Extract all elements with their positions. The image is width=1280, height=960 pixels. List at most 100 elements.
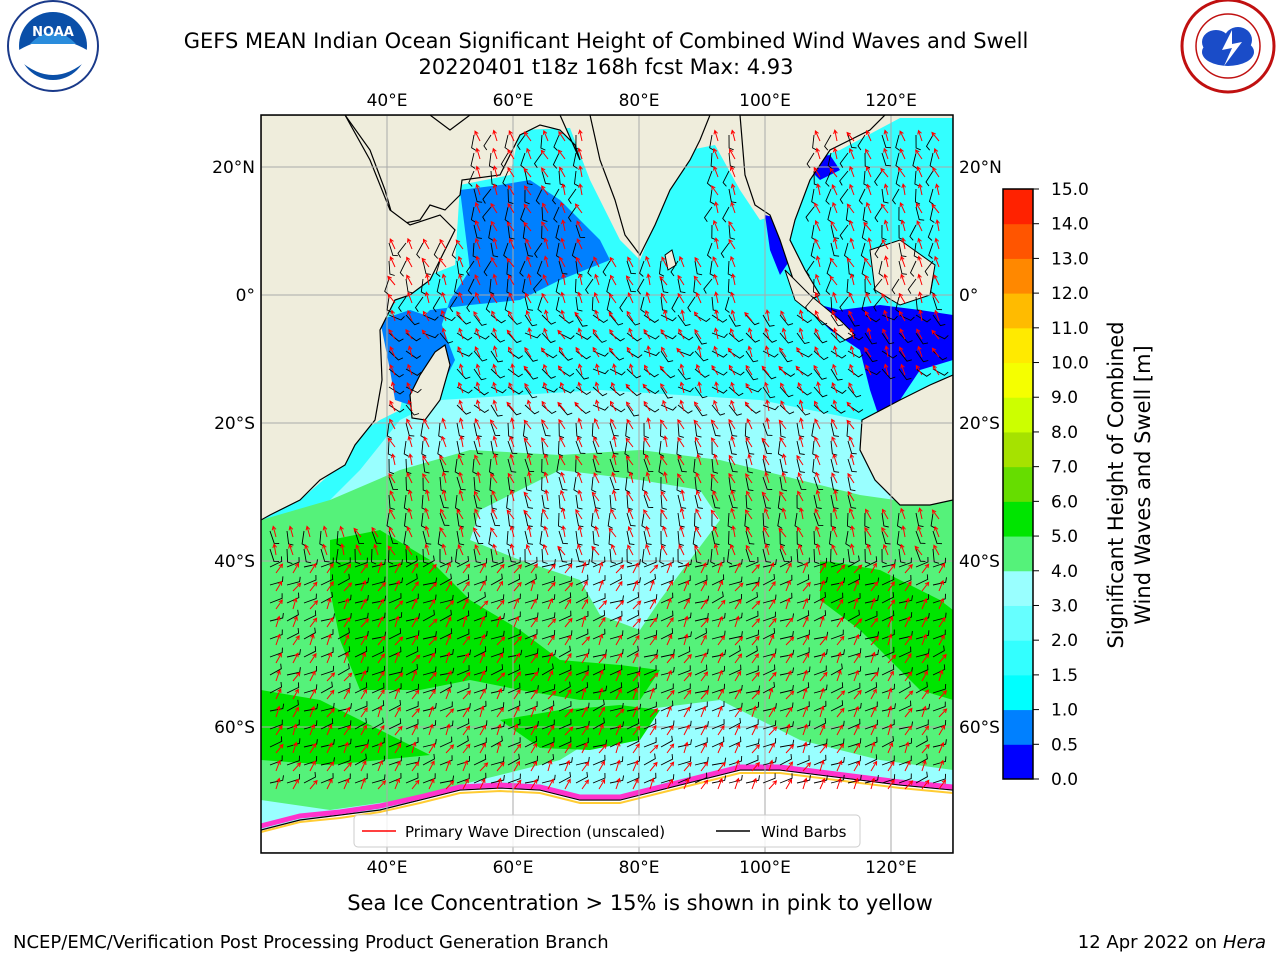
- wave-direction-arrow: [900, 543, 906, 556]
- wave-direction-arrow: [849, 165, 855, 178]
- wave-direction-arrow: [677, 454, 685, 466]
- wave-direction-arrow: [491, 310, 498, 322]
- wind-barb: [388, 350, 404, 361]
- wave-direction-arrow: [870, 636, 879, 646]
- wind-barb: [558, 664, 572, 676]
- wave-direction-arrow: [326, 761, 335, 772]
- wind-barb: [553, 134, 560, 151]
- wave-direction-arrow: [815, 471, 821, 484]
- wave-zone-4-5m-east: [820, 560, 953, 700]
- wind-barb: [555, 296, 561, 313]
- wave-direction-arrow: [577, 417, 583, 430]
- wave-direction-arrow: [598, 579, 604, 592]
- wave-direction-arrow: [661, 256, 668, 268]
- wind-barb: [703, 278, 713, 294]
- wave-direction-arrow: [646, 273, 651, 286]
- wave-direction-arrow: [730, 399, 736, 412]
- wave-direction-arrow: [564, 688, 572, 700]
- wave-direction-arrow: [389, 400, 396, 412]
- wind-barb: [839, 296, 849, 312]
- wave-direction-arrow: [581, 652, 589, 664]
- wave-direction-arrow: [714, 381, 719, 394]
- wave-direction-arrow: [679, 399, 685, 412]
- wave-direction-arrow: [575, 346, 583, 358]
- wave-direction-arrow: [326, 563, 334, 574]
- wind-barb: [745, 577, 760, 586]
- wave-direction-arrow: [309, 705, 315, 718]
- wave-direction-arrow: [831, 436, 838, 448]
- wave-direction-arrow: [581, 687, 587, 700]
- wave-direction-arrow: [914, 545, 923, 556]
- wind-barb: [592, 664, 606, 676]
- wave-direction-arrow: [615, 741, 621, 754]
- wave-direction-arrow: [881, 292, 889, 304]
- wave-direction-arrow: [360, 651, 367, 664]
- wind-barb: [502, 170, 509, 187]
- wind-barb: [676, 440, 682, 457]
- wave-direction-arrow: [360, 777, 366, 790]
- wind-barb: [507, 422, 514, 439]
- wind-barb: [269, 593, 283, 604]
- wind-barb: [558, 332, 575, 340]
- wind-barb: [558, 260, 568, 275]
- wind-barb: [881, 512, 889, 528]
- wind-barb: [558, 645, 571, 658]
- wave-direction-arrow: [853, 633, 860, 646]
- wind-barb: [626, 368, 642, 379]
- wave-direction-arrow: [883, 309, 889, 322]
- wave-direction-arrow: [632, 652, 639, 664]
- wave-direction-arrow: [731, 273, 736, 286]
- wave-direction-arrow: [831, 382, 838, 394]
- wind-barb: [722, 170, 730, 187]
- wind-barb: [541, 422, 551, 437]
- wave-direction-arrow: [745, 544, 753, 556]
- wave-direction-arrow: [479, 670, 486, 682]
- wind-barb: [762, 720, 777, 730]
- wave-direction-arrow: [921, 616, 928, 628]
- wind-barb: [468, 170, 475, 187]
- wind-barb: [269, 647, 283, 658]
- wind-barb: [439, 594, 454, 604]
- wave-direction-arrow: [849, 237, 855, 250]
- wind-barb: [728, 576, 743, 586]
- wind-barb: [524, 530, 534, 545]
- wave-direction-arrow: [560, 201, 566, 214]
- wind-barb: [762, 681, 775, 694]
- wind-barb: [541, 774, 556, 784]
- wind-barb: [813, 775, 828, 784]
- wind-barb: [796, 440, 805, 455]
- wind-barb: [626, 756, 641, 766]
- wind-barb: [641, 548, 647, 565]
- wave-direction-arrow: [921, 653, 930, 664]
- wave-direction-arrow: [768, 562, 775, 574]
- wave-direction-arrow: [547, 618, 557, 628]
- wave-direction-arrow: [887, 741, 894, 754]
- wind-barb: [472, 458, 478, 475]
- wind-barb: [558, 530, 568, 545]
- wind-barb: [371, 559, 386, 568]
- wind-barb: [286, 557, 300, 568]
- wind-barb: [388, 646, 402, 658]
- wave-direction-arrow: [731, 525, 736, 538]
- wind-barb: [626, 682, 640, 694]
- wave-direction-arrow: [523, 419, 532, 430]
- wave-direction-arrow: [428, 742, 436, 754]
- wind-barb: [711, 494, 721, 509]
- wind-barb: [745, 556, 759, 568]
- wind-barb: [847, 476, 856, 492]
- wave-direction-arrow: [490, 527, 498, 538]
- wave-direction-arrow: [458, 399, 464, 412]
- wave-direction-arrow: [696, 453, 702, 466]
- wind-barb: [847, 440, 857, 455]
- wind-barb: [928, 188, 934, 205]
- wind-barb: [927, 224, 934, 241]
- wind-barb: [575, 628, 589, 640]
- wave-direction-arrow: [543, 255, 549, 268]
- wind-barb: [269, 736, 283, 748]
- wave-direction-arrow: [462, 635, 471, 646]
- wave-direction-arrow: [615, 580, 623, 592]
- wind-barb: [558, 350, 573, 361]
- wind-barb: [660, 592, 674, 604]
- wave-direction-arrow: [496, 777, 502, 790]
- wind-barb: [762, 512, 769, 528]
